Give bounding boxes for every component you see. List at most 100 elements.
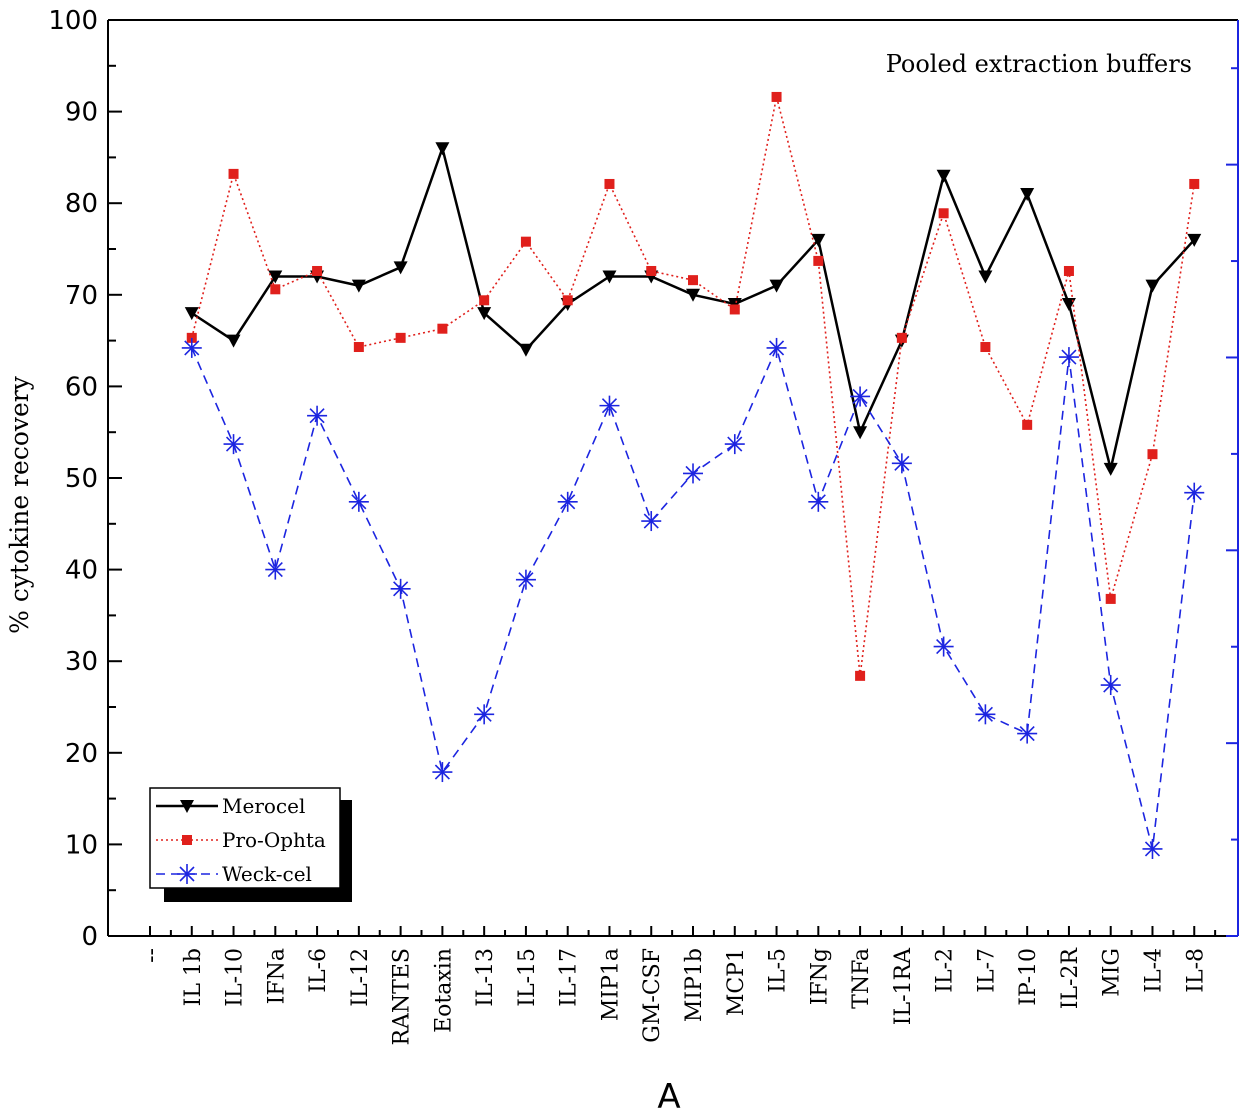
merocel-point bbox=[268, 270, 283, 284]
x-tick-label: IL-8 bbox=[1183, 948, 1208, 993]
y-tick-label: 10 bbox=[65, 830, 98, 860]
asterisk-stroke bbox=[977, 706, 993, 722]
asterisk-stroke bbox=[179, 866, 195, 882]
legend-marker-pro-ophta bbox=[182, 835, 192, 845]
weck-cel-line bbox=[191, 345, 1196, 850]
x-tick-label: IL-4 bbox=[1141, 948, 1166, 993]
merocel-point bbox=[1020, 188, 1035, 202]
merocel-point bbox=[769, 279, 784, 293]
weck-cel-point bbox=[1017, 723, 1038, 744]
merocel-point bbox=[477, 307, 492, 321]
legend-box bbox=[149, 787, 341, 889]
asterisk-stroke bbox=[1061, 349, 1077, 365]
x-tick-label: -- bbox=[139, 948, 164, 963]
pro-ophta-point bbox=[813, 255, 824, 266]
pro-ophta-point bbox=[312, 265, 323, 276]
pro-ophta-point bbox=[855, 670, 866, 681]
pro-ophta-point bbox=[228, 168, 239, 179]
pro-ophta-point bbox=[1063, 265, 1074, 276]
legend-marker-weck-cel bbox=[177, 864, 197, 884]
y-tick-label: 50 bbox=[65, 464, 98, 494]
weck-cel-point bbox=[891, 453, 912, 474]
legend: Merocel Pro-Ophta Weck-cel bbox=[149, 787, 352, 902]
merocel-point bbox=[518, 343, 533, 357]
merocel-point bbox=[686, 288, 701, 302]
asterisk-stroke bbox=[225, 436, 242, 452]
weck-cel-point bbox=[850, 386, 871, 407]
weck-cel-point bbox=[766, 337, 787, 358]
y-axis-label: % cytokine recovery bbox=[5, 375, 34, 634]
asterisk-stroke bbox=[184, 340, 200, 356]
weck-cel-point bbox=[975, 704, 996, 725]
merocel-point bbox=[351, 279, 366, 293]
pro-ophta-point bbox=[1022, 419, 1033, 430]
asterisk-stroke bbox=[560, 494, 576, 510]
weck-cel-point bbox=[265, 559, 286, 580]
y-tick-label: 20 bbox=[65, 739, 98, 769]
x-tick-label: IL-10 bbox=[223, 948, 248, 1007]
merocel-point bbox=[853, 426, 868, 440]
weck-cel-point bbox=[223, 434, 244, 455]
merocel-point bbox=[435, 142, 450, 156]
merocel-point bbox=[1061, 297, 1076, 311]
pro-ophta-point bbox=[353, 342, 364, 353]
x-tick-label: IFNa bbox=[264, 948, 289, 1004]
merocel-point bbox=[1103, 462, 1118, 476]
asterisk-stroke bbox=[1186, 485, 1202, 501]
merocel-point bbox=[393, 261, 408, 275]
y-tick-label: 80 bbox=[65, 189, 98, 219]
weck-cel-point bbox=[515, 569, 536, 590]
series-weck-cel bbox=[181, 337, 1205, 859]
weck-cel-point bbox=[808, 491, 829, 512]
weck-cel-point bbox=[724, 434, 745, 455]
y-tick-label: 30 bbox=[65, 647, 98, 677]
legend-label-pro-ophta: Pro-Ophta bbox=[222, 828, 326, 852]
pro-ophta-point bbox=[437, 323, 448, 334]
weck-cel-point bbox=[348, 491, 369, 512]
asterisk-stroke bbox=[351, 494, 367, 510]
merocel-point bbox=[184, 307, 199, 321]
x-tick-label: IL-2R bbox=[1058, 947, 1083, 1010]
asterisk-stroke bbox=[393, 581, 409, 597]
asterisk-stroke bbox=[643, 513, 659, 529]
pro-ophta-point bbox=[1189, 178, 1200, 189]
y-tick-label: 40 bbox=[65, 556, 98, 586]
x-axis-ticks bbox=[149, 926, 1217, 936]
legend-label-merocel: Merocel bbox=[222, 794, 305, 818]
pro-ophta-point bbox=[1105, 593, 1116, 604]
y-tick-label: 0 bbox=[81, 922, 98, 952]
pro-ophta-point bbox=[604, 178, 615, 189]
y-tick-label: 60 bbox=[65, 372, 98, 402]
y-tick-label: 100 bbox=[48, 6, 98, 36]
x-tick-label: MIG bbox=[1100, 948, 1125, 997]
pro-ophta-point bbox=[395, 332, 406, 343]
weck-cel-point bbox=[1184, 482, 1205, 503]
pro-ophta-point bbox=[729, 304, 740, 315]
asterisk-stroke bbox=[894, 455, 910, 471]
right-axis-ticks bbox=[1226, 67, 1238, 937]
x-tick-label: IL-12 bbox=[348, 948, 373, 1007]
weck-cel-point bbox=[641, 511, 662, 532]
merocel-point bbox=[978, 270, 993, 284]
x-tick-label: GM-CSF bbox=[640, 948, 665, 1043]
asterisk-stroke bbox=[768, 340, 785, 356]
pro-ophta-point bbox=[938, 208, 949, 219]
pro-ophta-point bbox=[1147, 449, 1158, 460]
legend-label-weck-cel: Weck-cel bbox=[222, 862, 312, 886]
merocel-point bbox=[936, 169, 951, 183]
pro-ophta-point bbox=[479, 295, 490, 306]
asterisk-stroke bbox=[601, 398, 618, 414]
asterisk-stroke bbox=[267, 562, 283, 578]
x-tick-label: IL-13 bbox=[473, 948, 498, 1007]
asterisk-stroke bbox=[1144, 841, 1161, 857]
pro-ophta-point bbox=[270, 284, 281, 295]
merocel-line bbox=[191, 143, 1196, 470]
pro-ophta-point bbox=[520, 236, 531, 247]
asterisk-stroke bbox=[476, 706, 492, 722]
weck-cel-point bbox=[557, 491, 578, 512]
pro-ophta-point bbox=[562, 295, 573, 306]
x-tick-label: MIP1b bbox=[682, 948, 707, 1022]
asterisk-stroke bbox=[727, 436, 743, 452]
pro-ophta-point bbox=[186, 332, 197, 343]
x-tick-label: IP-10 bbox=[1016, 948, 1041, 1006]
